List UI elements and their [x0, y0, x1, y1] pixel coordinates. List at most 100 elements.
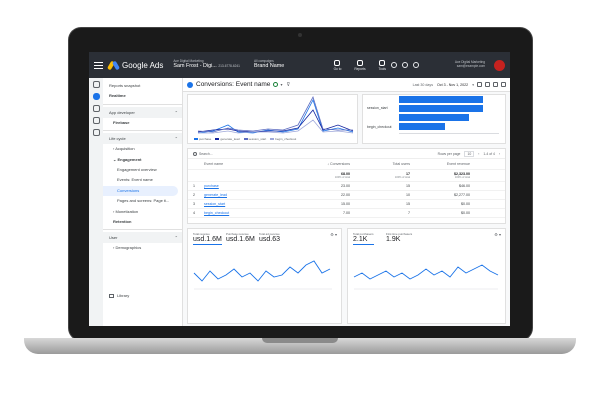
share-icon[interactable]: [485, 82, 490, 87]
camera-icon: [298, 33, 302, 37]
event-link[interactable]: session_start: [204, 202, 226, 206]
card-options-icon[interactable]: ⚙ ▾: [330, 232, 337, 237]
campaign-selector[interactable]: All campaigns Brand Name: [254, 60, 284, 69]
filter-icon[interactable]: ⊽: [286, 81, 291, 88]
metric-purchase-revenue[interactable]: Purchase revenue usd.1.6M: [226, 232, 255, 243]
series-line-begin-checkout: [198, 119, 354, 134]
report-sidebar: Reports snapshot Realtime App developer ⌃…: [103, 78, 183, 326]
chevron-up-icon: ⌃: [174, 109, 178, 115]
card-options-icon[interactable]: ⚙ ▾: [494, 232, 501, 237]
sidebar-item-realtime[interactable]: Realtime: [109, 93, 126, 99]
legend-item: purchase: [194, 137, 211, 141]
tools-button[interactable]: Tools: [379, 59, 386, 71]
app-name: Google Ads: [122, 60, 164, 70]
sidebar-item-events[interactable]: Events: Event name: [117, 177, 153, 183]
configure-icon[interactable]: [92, 129, 100, 136]
notifications-icon[interactable]: [413, 62, 419, 68]
google-ads-logo[interactable]: Google Ads: [107, 60, 164, 70]
sidebar-item-demographics[interactable]: › Demographics: [113, 245, 142, 251]
sidebar-section-life-cycle[interactable]: Life cycle ⌃: [103, 133, 182, 145]
avatar[interactable]: [494, 59, 505, 71]
wrench-icon: [379, 59, 386, 66]
revenue-line-chart: [193, 260, 332, 290]
goto-button[interactable]: Go to: [334, 59, 341, 71]
top-right-tools: Go to Reports Tools Ace Digital Marketin…: [326, 59, 505, 71]
series-line-session-start: [197, 95, 353, 133]
compare-icon[interactable]: [477, 82, 482, 87]
sidebar-item-reports-snapshot[interactable]: Reports snapshot: [109, 83, 141, 88]
bar-session-start: [399, 105, 483, 112]
purchasers-line: [353, 264, 499, 280]
explore-icon[interactable]: [92, 105, 100, 112]
metric-total-revenue[interactable]: Total revenue usd.1.6M: [193, 232, 222, 245]
dropdown-icon[interactable]: ▾: [280, 82, 283, 87]
check-circle-icon: [273, 82, 279, 87]
home-icon[interactable]: [92, 81, 100, 88]
legend-item: begin_checkout: [270, 137, 296, 141]
laptop-lid: Google Ads Ace Digital Marketing Sam Fro…: [69, 28, 532, 340]
user-info[interactable]: Ace Digital Marketing sam@example.com: [454, 60, 485, 68]
sidebar-item-engagement-overview[interactable]: Engagement overview: [117, 166, 157, 172]
sidebar-section-user[interactable]: User ⌃: [103, 232, 182, 244]
report-header: Conversions: Event name ▾ ⊽ Last 30 days…: [183, 78, 510, 92]
event-link[interactable]: purchase: [204, 184, 219, 188]
help-icon[interactable]: [402, 62, 408, 68]
ads-logo-icon: [107, 60, 120, 70]
col-total-users[interactable]: Total users: [392, 162, 410, 166]
top-bar: Google Ads Ace Digital Marketing Sam Fro…: [89, 52, 510, 78]
sidebar-item-acquisition[interactable]: › Acquisition: [113, 146, 135, 152]
insights-icon[interactable]: [493, 82, 498, 87]
col-event-revenue[interactable]: Event revenue: [446, 162, 470, 166]
bar-label: begin_checkout: [367, 125, 392, 129]
left-rail: [89, 78, 103, 326]
sidebar-item-library[interactable]: Library: [109, 293, 129, 298]
laptop-notch: [262, 338, 338, 343]
search-icon: [334, 59, 341, 66]
page-title: Conversions: Event name: [196, 81, 271, 88]
bar-top: [399, 96, 483, 103]
col-conversions[interactable]: ↓ Conversions: [327, 162, 350, 166]
sidebar-section-app-developer[interactable]: App developer ⌃: [103, 106, 182, 118]
table-row: 2 generate_lead 22.00 10 $2,277.00: [188, 191, 505, 200]
purchasers-card: Total purchasers 2.1K First time purchas…: [347, 228, 506, 324]
sidebar-item-firebase[interactable]: Firebase: [113, 119, 130, 125]
chart-legend: purchase generate_lead session_start beg…: [194, 137, 296, 141]
event-link[interactable]: begin_checkout: [204, 211, 230, 215]
revenue-line: [193, 260, 331, 282]
reports-button[interactable]: Reports: [354, 59, 366, 71]
table-search[interactable]: Search...: [193, 151, 213, 156]
sidebar-item-retention[interactable]: Retention: [113, 218, 132, 224]
chevron-down-icon: ▾: [472, 82, 474, 87]
sidebar-item-conversions[interactable]: Conversions: [103, 185, 178, 197]
folder-icon: [109, 293, 114, 298]
sidebar-item-monetization[interactable]: › Monetization: [113, 208, 139, 214]
metric-first-time-purchasers[interactable]: First time purchasers 1.9K: [386, 232, 413, 243]
divider: [103, 130, 182, 132]
edit-icon[interactable]: [501, 82, 506, 87]
sidebar-item-engagement[interactable]: ⌄ Engagement: [113, 156, 142, 162]
account-selector[interactable]: Ace Digital Marketing Sam Frost - Digi..…: [173, 60, 240, 69]
menu-icon[interactable]: [94, 61, 103, 69]
rows-per-page-select[interactable]: 10: [464, 150, 475, 157]
chevron-up-icon: ⌃: [174, 136, 178, 142]
sidebar-item-pages-screens[interactable]: Pages and screens: Page ti...: [117, 198, 170, 204]
advertising-icon[interactable]: [92, 117, 100, 124]
reports-icon[interactable]: [92, 93, 100, 100]
screen: Google Ads Ace Digital Marketing Sam Fro…: [89, 52, 510, 326]
chevron-up-icon: ⌃: [174, 235, 178, 241]
bar-chart-icon: [356, 59, 363, 66]
totals-row: 68.00 100% of total 17 100% of total $2,32…: [188, 170, 505, 182]
divider: [103, 103, 182, 105]
page-next-icon[interactable]: ›: [498, 151, 500, 156]
page-prev-icon[interactable]: ‹: [478, 151, 480, 156]
metric-total-purchasers[interactable]: Total purchasers 2.1K: [353, 232, 374, 245]
table-row: 1 purchase 23.00 15 $46.00: [188, 182, 505, 191]
bar-begin-checkout: [399, 123, 445, 130]
purchasers-line-chart: [353, 264, 499, 290]
col-event-name[interactable]: Event name: [204, 162, 224, 166]
refresh-icon[interactable]: [391, 62, 397, 68]
date-range-picker[interactable]: Last 30 days Oct 3 - Nov 1, 2022 ▾: [412, 82, 474, 87]
event-link[interactable]: generate_lead: [204, 193, 227, 197]
metric-ad-revenue[interactable]: Total ad revenue usd.63: [259, 232, 281, 243]
account-label: Ace Digital Marketing: [173, 59, 204, 64]
